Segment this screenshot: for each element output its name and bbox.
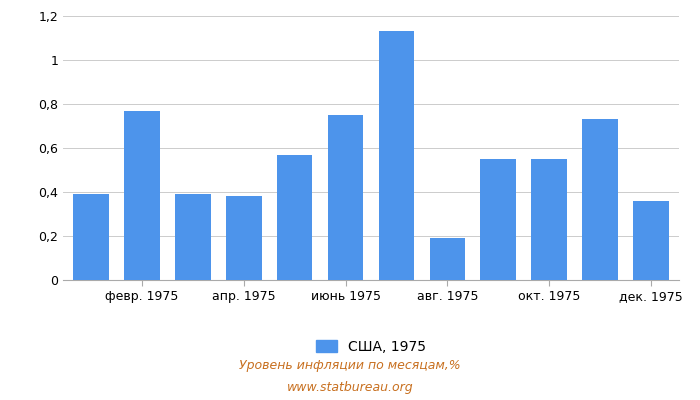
Text: Уровень инфляции по месяцам,%: Уровень инфляции по месяцам,% [239,360,461,372]
Legend: США, 1975: США, 1975 [311,334,431,360]
Bar [379,32,414,280]
Bar [582,119,618,280]
Bar [531,159,567,280]
Bar [175,194,211,280]
Bar [430,238,466,280]
Bar [124,110,160,280]
Bar [634,201,668,280]
Bar [480,159,516,280]
Bar [74,194,108,280]
Text: www.statbureau.org: www.statbureau.org [287,382,413,394]
Bar [226,196,262,280]
Bar [276,154,312,280]
Bar [328,115,363,280]
